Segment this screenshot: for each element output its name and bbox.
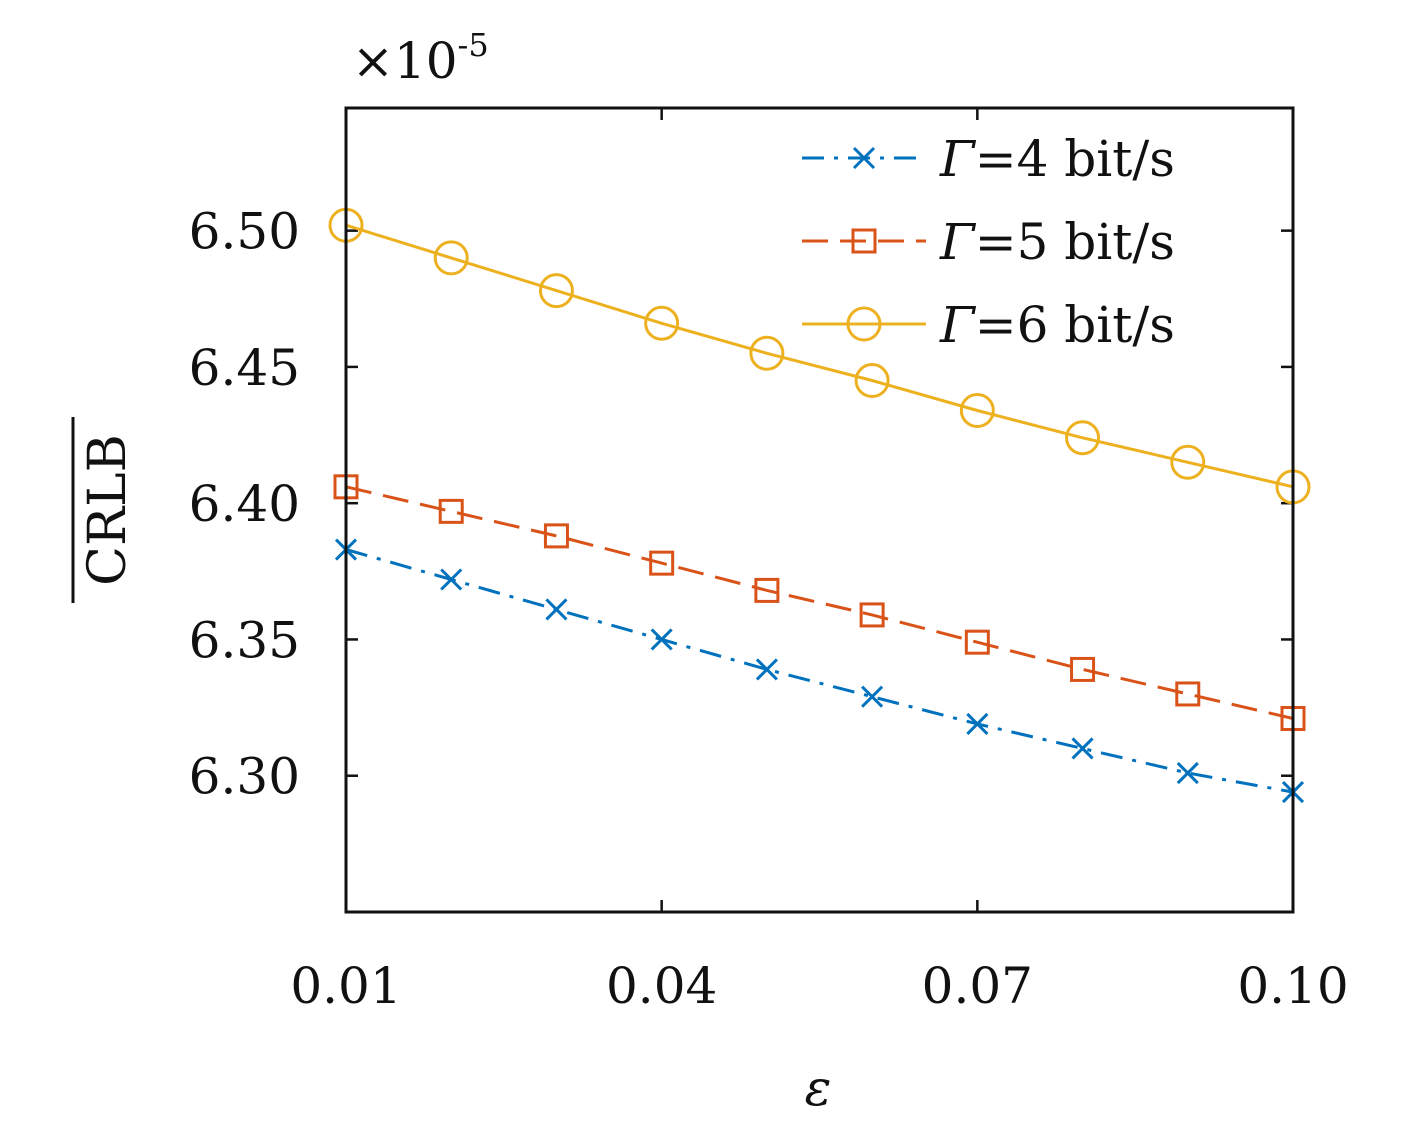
legend-label: Γ=6 bit/s [939,296,1175,354]
square-marker [1070,656,1096,682]
series-2 [333,474,1306,731]
y-multiplier: ×10-5 [352,26,489,90]
circle-marker [854,363,890,399]
circle-marker [1170,444,1206,480]
square-marker [964,629,990,655]
series-line [345,485,1294,720]
square-marker [851,228,877,254]
series-1 [334,538,1305,804]
series-3 [328,207,1311,505]
circle-marker [846,306,882,342]
circle-marker [644,305,680,341]
legend: Γ=4 bit/sΓ=5 bit/sΓ=6 bit/s [802,130,1175,354]
legend-entry: Γ=4 bit/s [802,130,1175,188]
ticks-layer: 0.01 0.04 0.07 0.10 6.30 6.35 6.40 6.45 6.50 [189,108,1349,1015]
y-tick-label: 6.45 [189,339,300,397]
x-marker [650,628,673,651]
legend-entry: Γ=5 bit/s [802,213,1175,271]
legend-label: Γ=5 bit/s [939,213,1175,271]
x-axis-label: ε [805,1059,832,1117]
circle-marker [959,393,995,429]
x-marker [852,146,876,170]
legend-label-symbol: Γ [939,213,977,271]
y-tick-label: 6.30 [189,748,300,806]
series-line [345,223,1294,489]
legend-label-text: =4 bit/s [975,130,1175,188]
square-marker [1175,681,1201,707]
legend-label-text: =6 bit/s [975,296,1175,354]
series-line [345,548,1294,794]
legend-entry: Γ=6 bit/s [802,296,1175,354]
x-tick-label: 0.01 [290,957,401,1015]
x-marker [1071,737,1094,760]
y-tick-label: 6.40 [189,475,300,533]
y-multiplier-exponent: -5 [458,26,489,64]
legend-label-text: =5 bit/s [975,213,1175,271]
circle-marker [749,335,785,371]
square-marker [543,523,569,549]
y-tick-label: 6.35 [189,611,300,669]
x-marker [440,568,463,591]
y-tick-label: 6.50 [189,203,300,261]
x-marker [966,712,989,736]
square-marker [649,550,675,576]
square-marker [859,602,885,628]
x-tick-label: 0.07 [922,957,1033,1015]
legend-label: Γ=4 bit/s [939,130,1175,188]
square-marker [438,498,464,524]
x-marker [1176,761,1199,785]
circle-marker [1065,420,1101,456]
square-marker [754,577,780,603]
y-axis-label-group: CRLB [71,417,138,603]
x-marker [755,658,778,681]
plot-frame [344,106,1295,914]
circle-marker [433,240,469,276]
circle-marker [538,273,574,309]
x-tick-label: 0.10 [1237,957,1348,1015]
x-marker [861,685,884,708]
y-axis-label: CRLB [78,434,138,586]
legend-label-symbol: Γ [939,130,977,188]
x-marker [545,598,568,621]
x-tick-label: 0.04 [606,957,717,1015]
legend-label-symbol: Γ [939,296,977,354]
